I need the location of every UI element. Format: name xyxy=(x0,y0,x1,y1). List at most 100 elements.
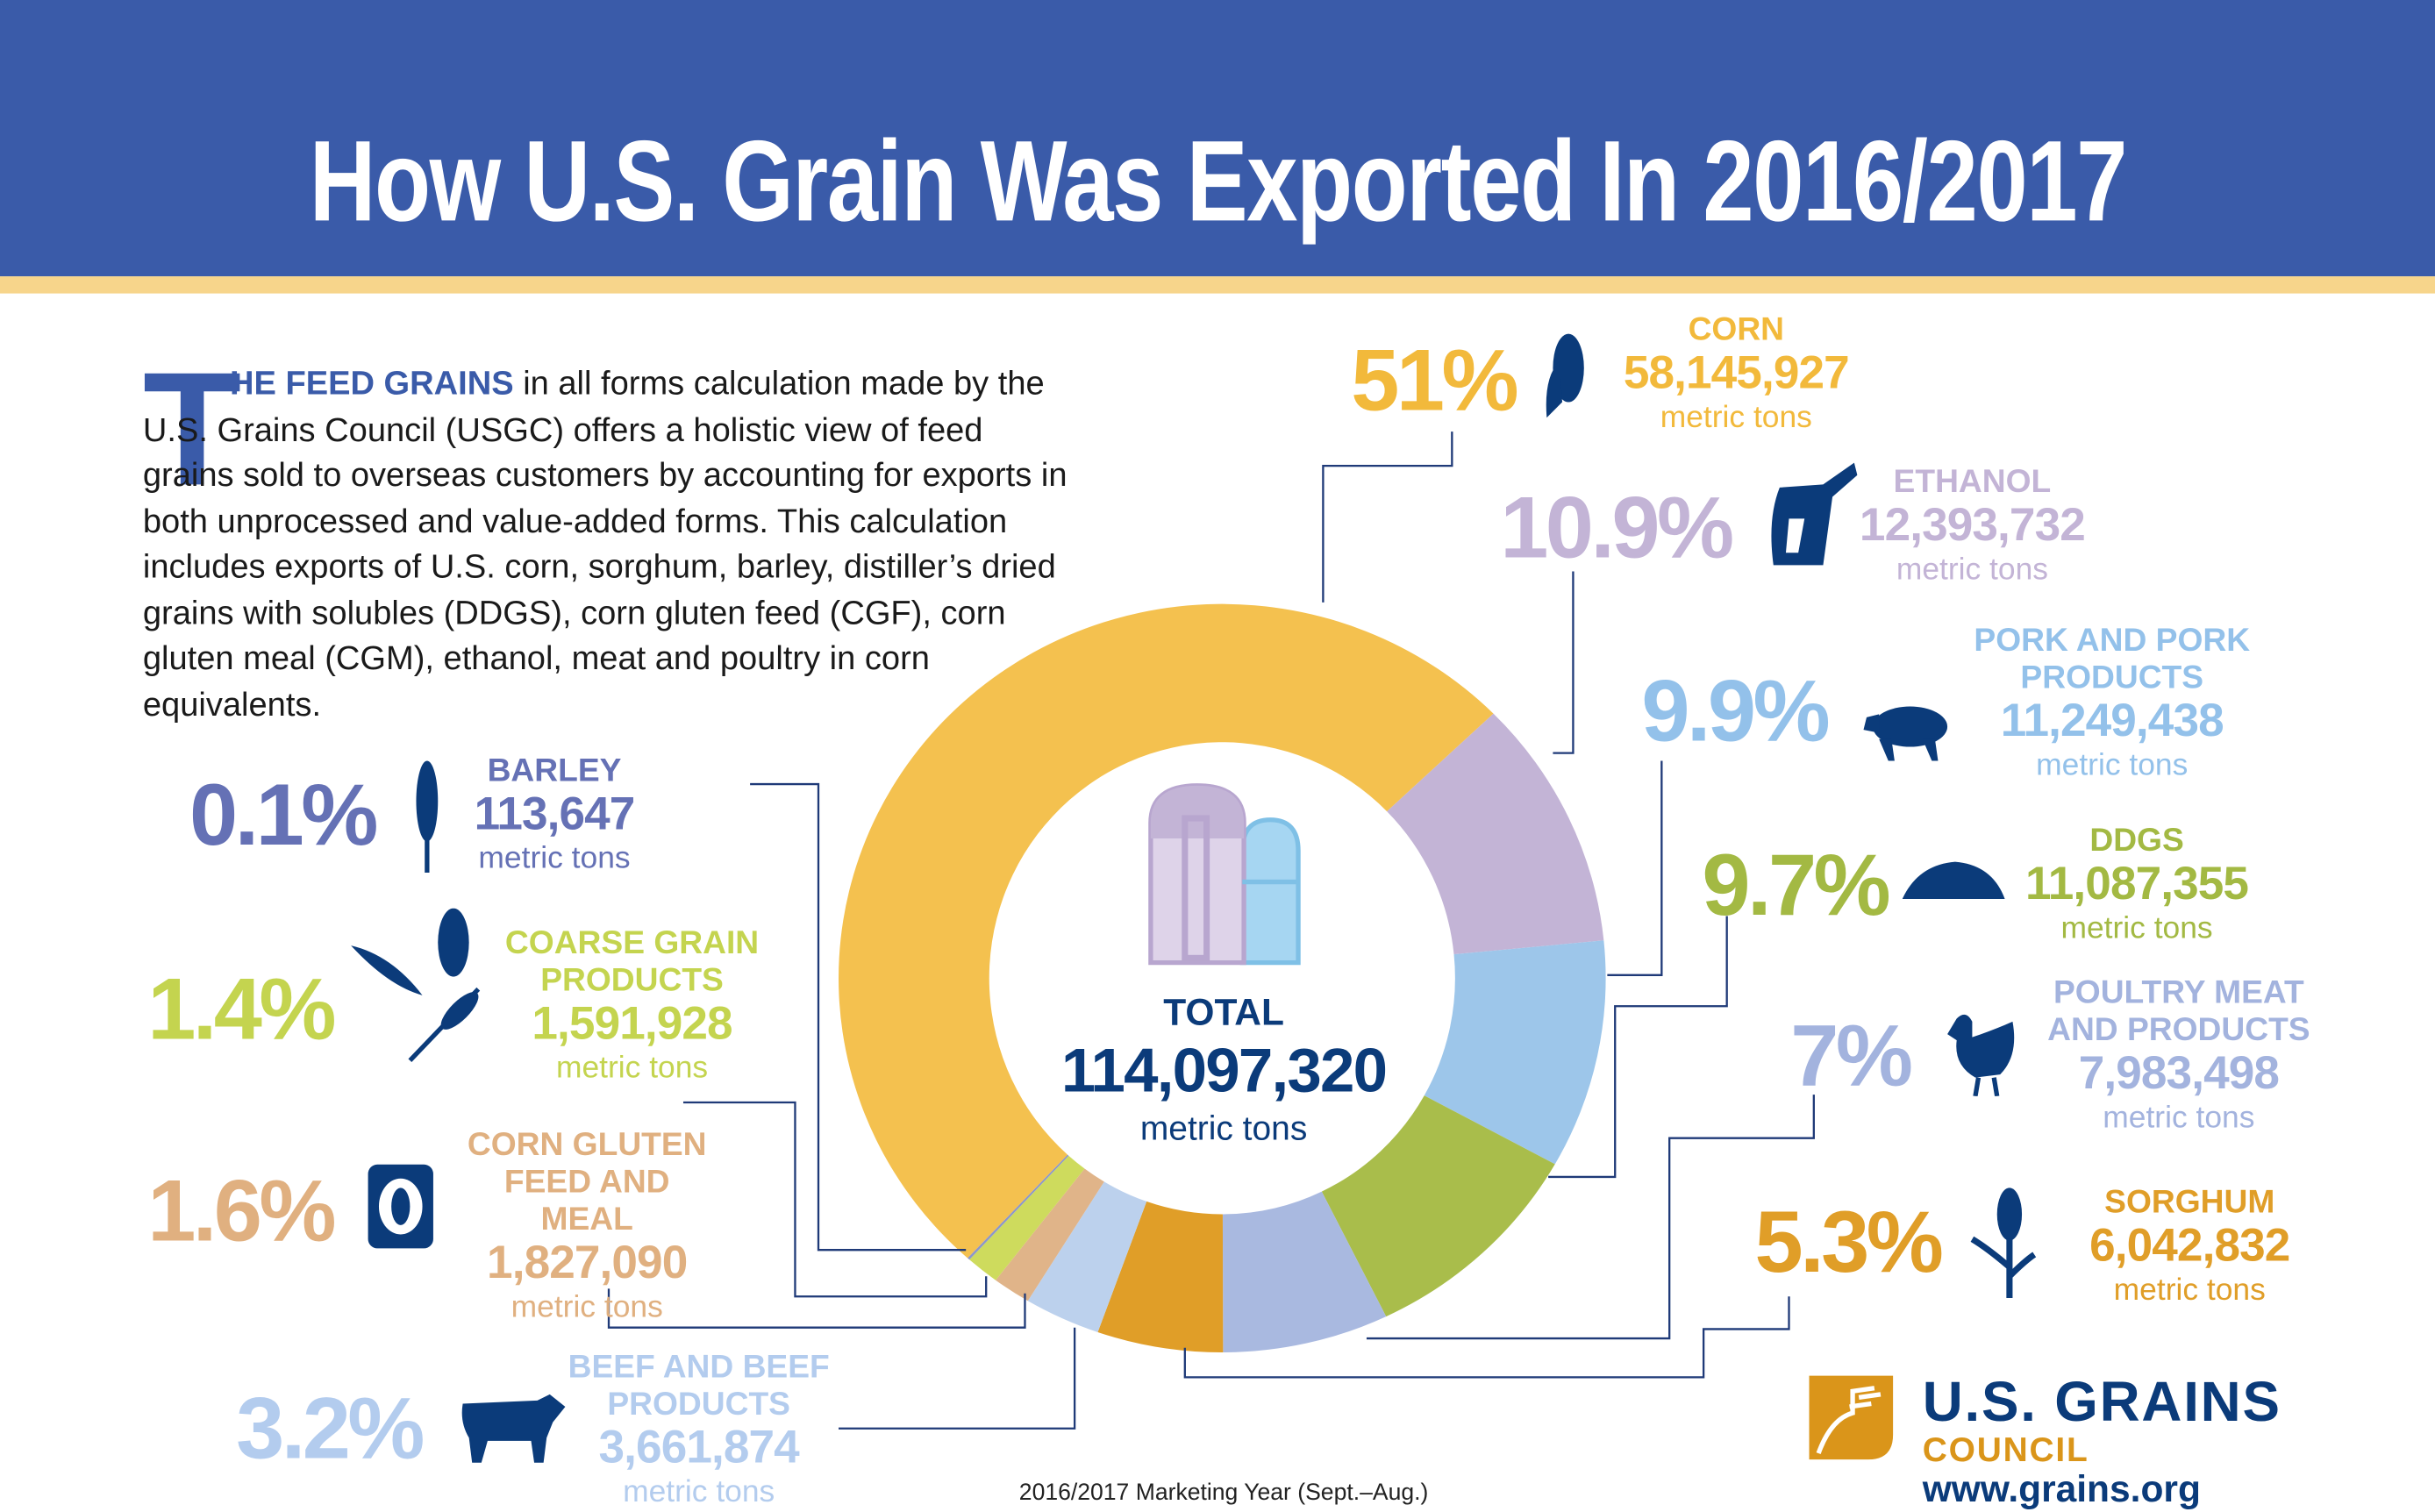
donut-ring xyxy=(839,603,1606,1353)
usgc-logo: U.S. GRAINS COUNCIL www.grains.org xyxy=(1922,1369,2281,1512)
website-link[interactable]: www.grains.org xyxy=(1922,1468,2201,1511)
chicken-icon xyxy=(1947,1014,2015,1096)
pork-percent: 9.9% xyxy=(1641,661,1830,760)
ddgs-name: DDGS xyxy=(2089,823,2184,859)
header-bar xyxy=(0,0,2435,277)
pork-name: PORK AND PORK PRODUCTS xyxy=(1974,622,2251,696)
leader-line-barley xyxy=(750,782,967,1252)
leader-line-corn xyxy=(1322,431,1453,603)
poultry-name: POULTRY MEAT AND PRODUCTS xyxy=(2047,974,2310,1049)
coarse-label: COARSE GRAIN PRODUCTS 1,591,928 metric ton… xyxy=(500,925,764,1087)
footnote: 2016/2017 Marketing Year (Sept.–Aug.) xyxy=(1018,1480,1429,1507)
leader-line-cgf xyxy=(607,1288,1026,1329)
beef-name: BEEF AND BEEF PRODUCTS xyxy=(568,1349,830,1423)
corn-percent: 51% xyxy=(1351,331,1518,429)
grain-pile-icon xyxy=(1902,861,2005,900)
intro-body: in all forms calculation made by the U.S… xyxy=(142,365,1068,724)
donut-segment-corn xyxy=(996,1168,1104,1302)
total-value: 114,097,320 xyxy=(1060,1037,1388,1106)
barley-percent: 0.1% xyxy=(189,765,378,864)
barley-value: 113,647 xyxy=(474,788,636,840)
usgc-logo-icon xyxy=(1809,1375,1894,1460)
beef-unit: metric tons xyxy=(623,1474,775,1509)
barley-label: BARLEY 113,647 metric tons xyxy=(474,752,636,878)
corn-value: 58,145,927 xyxy=(1623,347,1850,399)
coarse-value: 1,591,928 xyxy=(532,998,732,1050)
cgf-label: CORN GLUTEN FEED AND MEAL 1,827,090 metric… xyxy=(455,1127,719,1326)
ddgs-value: 11,087,355 xyxy=(2025,859,2249,910)
beef-label: BEEF AND BEEF PRODUCTS 3,661,874 metric to… xyxy=(567,1349,831,1510)
grains-icon xyxy=(351,908,481,1063)
cgf-value: 1,827,090 xyxy=(487,1237,688,1289)
pork-label: PORK AND PORK PRODUCTS 11,249,438 metric t… xyxy=(1972,623,2252,784)
leader-line-coarse xyxy=(682,1101,988,1298)
ethanol-unit: metric tons xyxy=(1896,553,2048,588)
cgf-percent: 1.6% xyxy=(147,1161,336,1259)
beef-value: 3,661,874 xyxy=(598,1422,800,1474)
donut-segment-pork xyxy=(1424,940,1606,1165)
barley-unit: metric tons xyxy=(478,841,631,876)
ethanol-percent: 10.9% xyxy=(1500,478,1734,576)
leader-line-beef xyxy=(839,1327,1076,1430)
feed-bag-icon xyxy=(368,1164,433,1249)
sorghum-label: SORGHUM 6,042,832 metric tons xyxy=(2089,1184,2290,1309)
cgf-name: CORN GLUTEN FEED AND MEAL xyxy=(467,1127,707,1238)
poultry-label: POULTRY MEAT AND PRODUCTS 7,983,498 metric… xyxy=(2046,975,2310,1137)
poultry-unit: metric tons xyxy=(2103,1101,2255,1136)
sorghum-name: SORGHUM xyxy=(2104,1184,2275,1221)
intro-paragraph: HE FEED GRAINS in all forms calculation … xyxy=(143,362,1075,729)
sorghum-value: 6,042,832 xyxy=(2089,1220,2290,1272)
ddgs-label: DDGS 11,087,355 metric tons xyxy=(2025,823,2249,947)
leader-line-ethanol xyxy=(1553,571,1575,754)
total-summary: TOTAL 114,097,320 metric tons xyxy=(991,992,1457,1149)
total-unit: metric tons xyxy=(1139,1109,1308,1148)
donut-segment-ddgs xyxy=(1321,1095,1555,1317)
coarse-percent: 1.4% xyxy=(147,959,336,1058)
poultry-value: 7,983,498 xyxy=(2078,1048,2280,1100)
ddgs-unit: metric tons xyxy=(2060,911,2213,946)
sorghum-percent: 5.3% xyxy=(1754,1192,1944,1291)
header-stripe xyxy=(0,276,2435,294)
leader-line-pork xyxy=(1607,760,1663,976)
intro-lead: HE FEED GRAINS xyxy=(230,365,514,403)
ethanol-value: 12,393,732 xyxy=(1859,500,2086,552)
barley-icon xyxy=(416,760,439,873)
leader-lines xyxy=(607,431,1815,1430)
leader-line-sorghum xyxy=(1183,1296,1790,1379)
sorghum-icon xyxy=(1970,1187,2037,1299)
poultry-percent: 7% xyxy=(1790,1006,1913,1104)
drop-cap: T xyxy=(142,339,242,521)
donut-segment-corn xyxy=(839,603,1494,1259)
ethanol-name: ETHANOL xyxy=(1893,464,2052,501)
page-title: How U.S. Grain Was Exported In 2016/2017 xyxy=(0,111,2435,251)
fuel-nozzle-icon xyxy=(1771,462,1858,566)
corn-unit: metric tons xyxy=(1660,400,1812,435)
coarse-unit: metric tons xyxy=(555,1051,709,1086)
total-label: TOTAL xyxy=(1163,992,1284,1035)
cow-icon xyxy=(461,1394,566,1463)
donut-segment-ethanol xyxy=(1387,713,1604,955)
pork-value: 11,249,438 xyxy=(2000,695,2224,747)
silo-icon xyxy=(1148,783,1301,966)
donut-segment-barley xyxy=(968,1154,1069,1260)
cgf-unit: metric tons xyxy=(511,1290,663,1325)
barley-name: BARLEY xyxy=(487,752,622,789)
donut-segment-poultry xyxy=(1222,1191,1387,1353)
leader-line-poultry xyxy=(1366,1095,1815,1340)
sorghum-unit: metric tons xyxy=(2113,1273,2266,1308)
donut-segment-coarse xyxy=(969,1155,1085,1280)
logo-line2: COUNCIL xyxy=(1922,1430,2089,1469)
pig-icon xyxy=(1863,706,1948,761)
page-title-text: How U.S. Grain Was Exported In 2016/2017 xyxy=(309,116,2127,246)
donut-segment-sorghum xyxy=(1097,1201,1224,1353)
corn-icon xyxy=(1546,333,1584,418)
coarse-name: COARSE GRAIN PRODUCTS xyxy=(504,925,760,999)
logo-line1: U.S. GRAINS xyxy=(1922,1369,2281,1434)
corn-name: CORN xyxy=(1688,311,1785,348)
pork-unit: metric tons xyxy=(2036,748,2189,783)
beef-percent: 3.2% xyxy=(236,1379,425,1477)
corn-label: CORN 58,145,927 metric tons xyxy=(1623,311,1850,437)
ddgs-percent: 9.7% xyxy=(1702,835,1890,934)
